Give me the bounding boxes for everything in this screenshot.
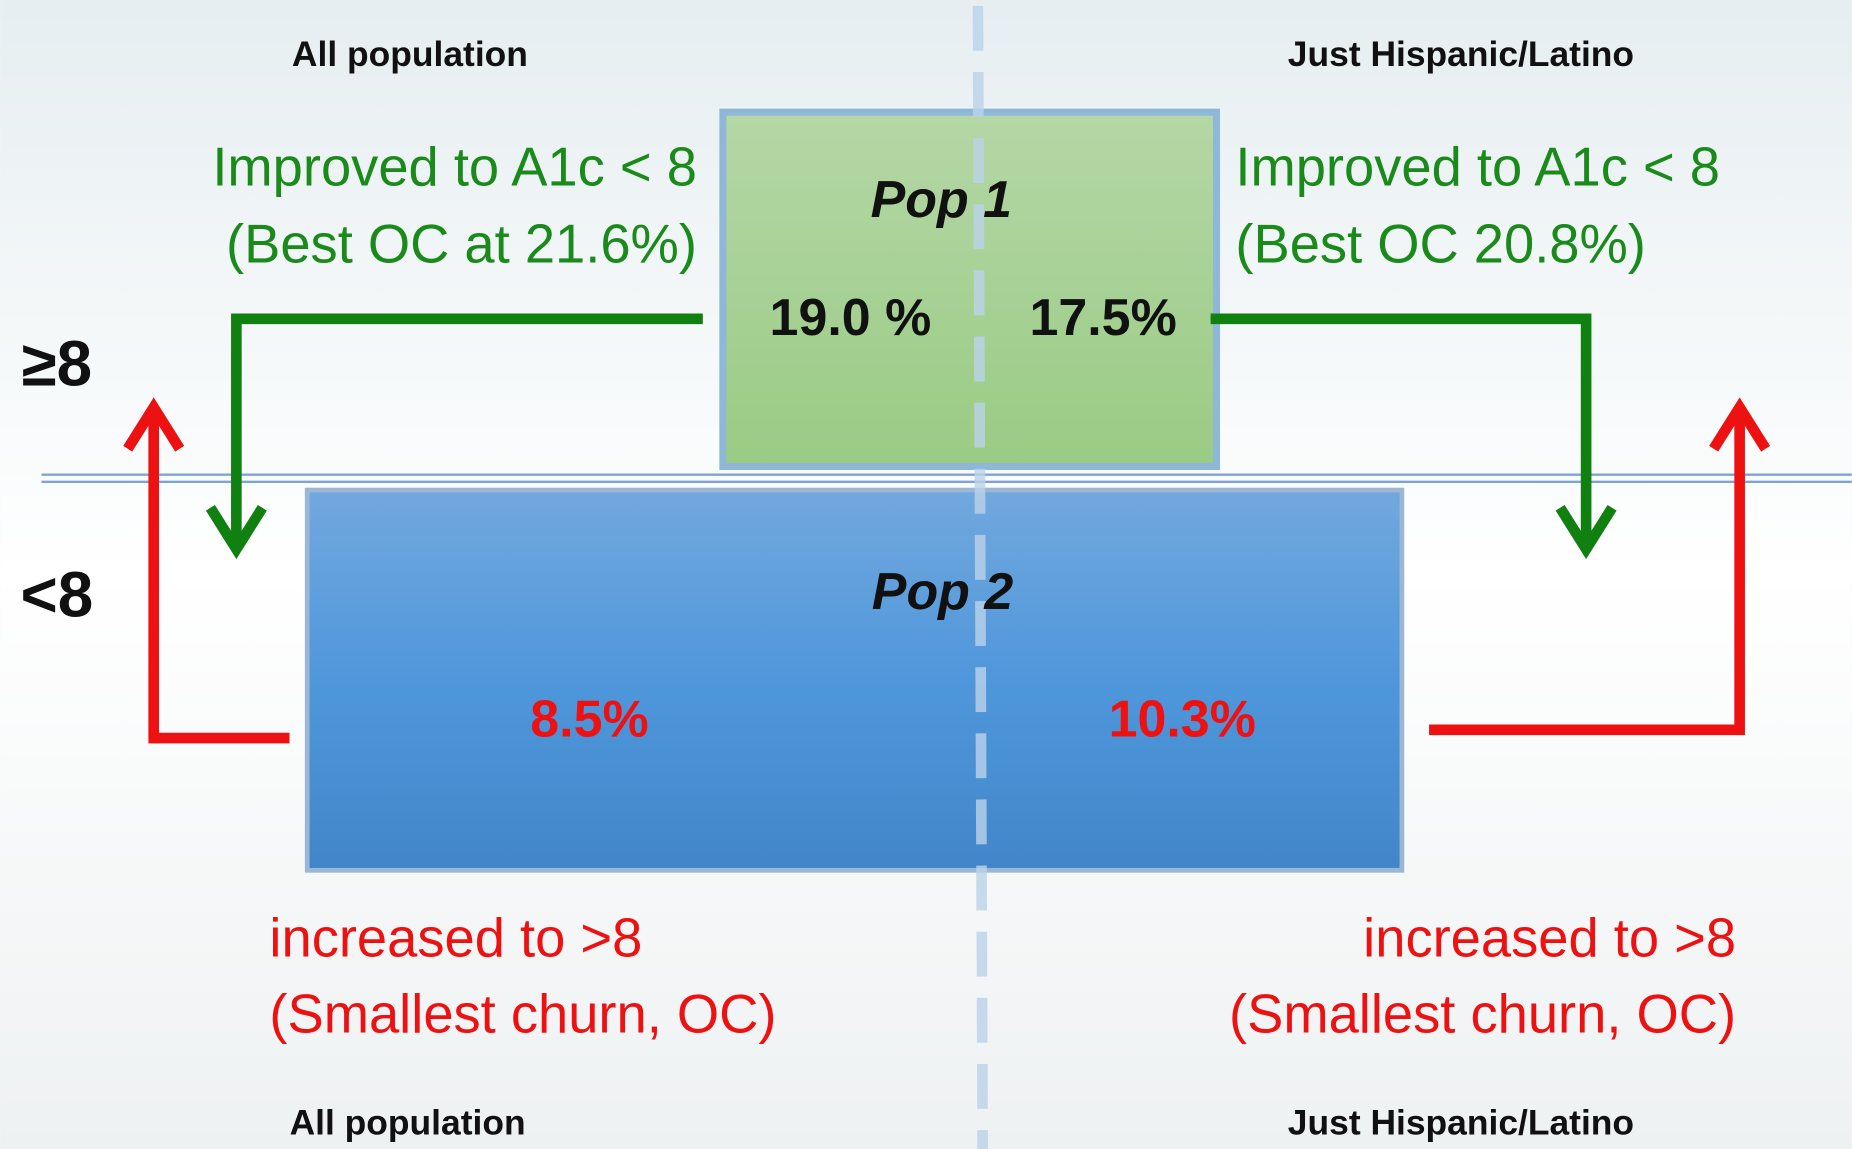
footer-right: Just Hispanic/Latino [1288,1103,1634,1143]
pop1-box [719,108,1221,470]
header-right: Just Hispanic/Latino [1288,34,1634,74]
arrow [231,313,703,546]
increased-text: (Smallest churn, OC) [1229,983,1736,1044]
pop1-left: 19.0 % [770,289,932,347]
level-high: ≥8 [22,327,92,399]
increased-text: increased to >8 [1363,908,1736,969]
arrowhead [1709,397,1771,452]
increased-text: (Smallest churn, OC) [269,983,776,1044]
arrowhead [205,504,267,560]
arrow [148,410,290,744]
header-left: All population [292,34,528,74]
pop1-label: Pop 1 [871,171,1012,229]
level-low: <8 [21,559,94,631]
improved-text: Improved to A1c < 8 [1235,137,1720,198]
footer-left: All population [290,1103,526,1143]
arrowhead [1555,504,1617,560]
pop2-left: 8.5% [530,690,648,748]
improved-text: Improved to A1c < 8 [212,137,697,198]
improved-text: (Best OC 20.8%) [1235,213,1646,274]
arrowhead [123,397,185,452]
increased-text: increased to >8 [269,908,642,969]
improved-text: (Best OC at 21.6%) [226,213,697,274]
pop2-right: 10.3% [1109,690,1256,748]
pop2-box [304,487,1405,873]
pop2-label: Pop 2 [872,563,1014,621]
pop1-right: 17.5% [1029,289,1176,347]
divider [972,5,988,1149]
arrow [1210,313,1592,546]
arrow [1429,410,1745,736]
